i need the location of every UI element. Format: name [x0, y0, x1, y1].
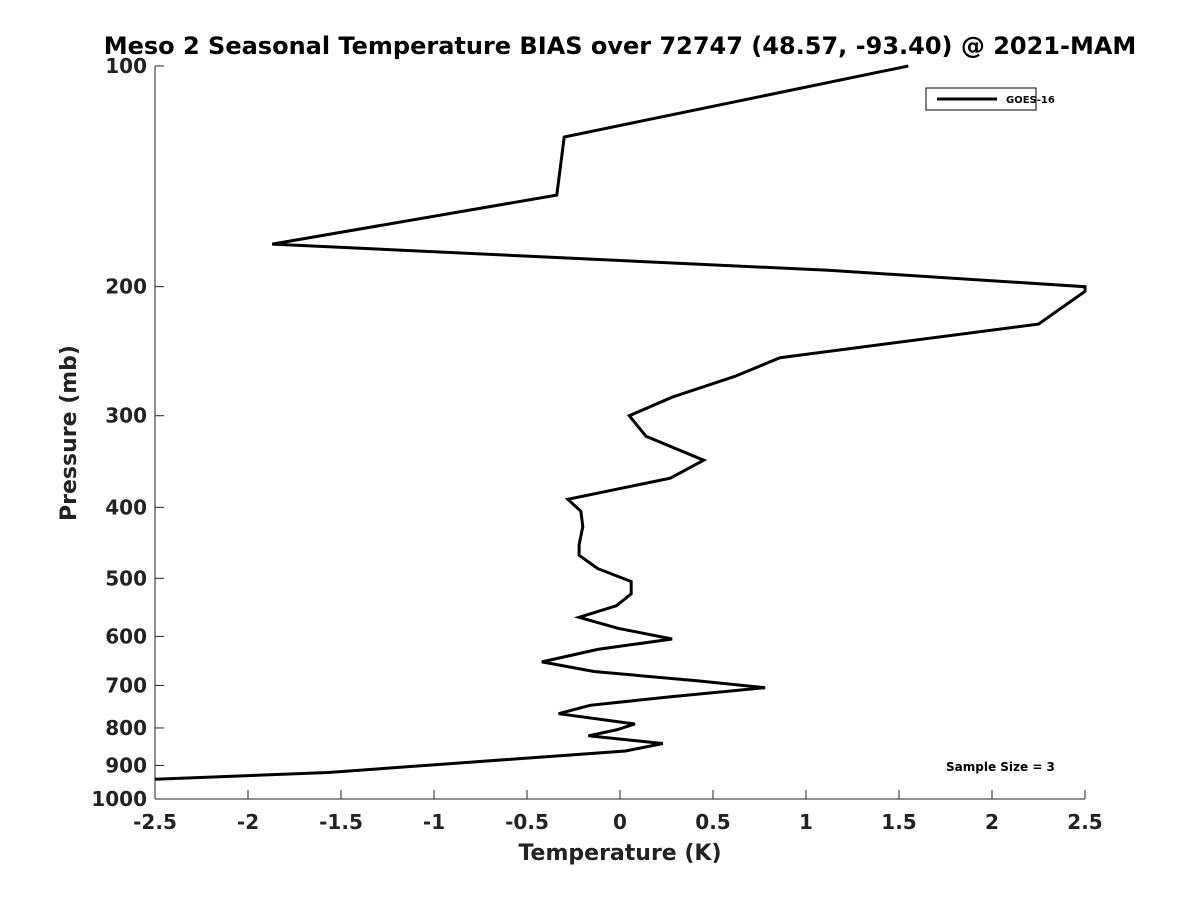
- x-tick-label: 2: [985, 810, 999, 834]
- x-tick-label: 0.5: [695, 810, 730, 834]
- x-axis-label: Temperature (K): [518, 841, 721, 866]
- y-axis-label: Pressure (mb): [57, 345, 82, 521]
- y-tick-label: 400: [105, 495, 147, 519]
- y-tick-label: 500: [105, 566, 147, 590]
- x-tick-label: -1: [423, 810, 445, 834]
- x-tick-label: 1.5: [881, 810, 916, 834]
- legend: GOES-16: [925, 87, 1055, 111]
- y-tick-label: 600: [105, 624, 147, 648]
- x-tick-label: 1: [799, 810, 813, 834]
- x-tick-label: 0: [613, 810, 627, 834]
- y-tick-label: 900: [105, 753, 147, 777]
- sample-size-annotation: Sample Size = 3: [946, 760, 1055, 774]
- x-tick-label: -2: [237, 810, 259, 834]
- chart-title: Meso 2 Seasonal Temperature BIAS over 72…: [104, 32, 1137, 60]
- y-tick-label: 1000: [91, 787, 147, 811]
- y-tick-label: 700: [105, 673, 147, 697]
- x-tick-label: -1.5: [319, 810, 363, 834]
- plot-area: -2.5 -2 -1.5 -1 -0.5 0 0.5 1 1.5 2 2.5 100 200 300 40…: [91, 54, 1102, 834]
- x-tick-label: -0.5: [505, 810, 549, 834]
- y-tick-label: 200: [105, 275, 147, 299]
- y-tick-label: 300: [105, 404, 147, 428]
- y-tick-label: 100: [105, 54, 147, 78]
- x-ticks: -2.5 -2 -1.5 -1 -0.5 0 0.5 1 1.5 2 2.5: [133, 790, 1103, 834]
- x-tick-label: 2.5: [1067, 810, 1102, 834]
- x-tick-label: -2.5: [133, 810, 177, 834]
- legend-label: GOES-16: [1006, 95, 1055, 106]
- y-tick-label: 800: [105, 716, 147, 740]
- series-line-goes16: [154, 64, 1087, 781]
- y-ticks: 100 200 300 400 500 600 700 800 900 1000: [91, 54, 164, 811]
